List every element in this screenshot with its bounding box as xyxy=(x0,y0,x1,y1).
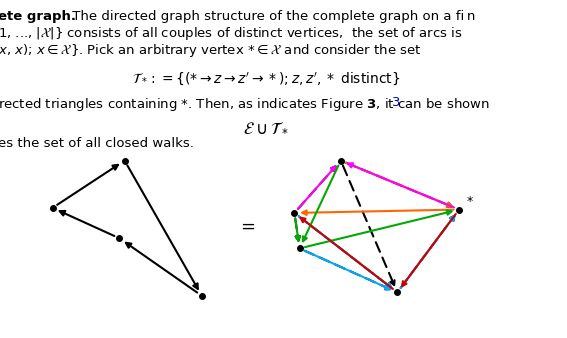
Text: $\mathcal{T}_* := \{(* \to z \to z' \to *); z, z', * \text{ distinct}\}$: $\mathcal{T}_* := \{(* \to z \to z' \to … xyxy=(132,71,400,88)
Text: ete graph.: ete graph. xyxy=(0,10,77,23)
Text: 1, ..., $|\mathcal{X}|$} consists of all couples of distinct vertices,  the set : 1, ..., $|\mathcal{X}|$} consists of all… xyxy=(0,25,463,42)
Text: $\mathcal{E} \cup \mathcal{T}_*$: $\mathcal{E} \cup \mathcal{T}_*$ xyxy=(243,117,289,135)
Text: rected triangles containing $*$. Then, as indicates Figure $\bf{3}$, it can be s: rected triangles containing $*$. Then, a… xyxy=(0,96,490,113)
Text: *: * xyxy=(466,195,472,208)
Text: es the set of all closed walks.: es the set of all closed walks. xyxy=(0,137,194,150)
Text: =: = xyxy=(240,217,256,236)
Text: 3: 3 xyxy=(392,96,401,109)
Text: The directed graph structure of the complete graph on a fi n: The directed graph structure of the comp… xyxy=(68,10,475,23)
Text: $x$, $x$); $x \in \mathcal{X}$}. Pick an arbitrary vertex $* \in \mathcal{X}$ an: $x$, $x$); $x \in \mathcal{X}$}. Pick an… xyxy=(0,42,422,59)
